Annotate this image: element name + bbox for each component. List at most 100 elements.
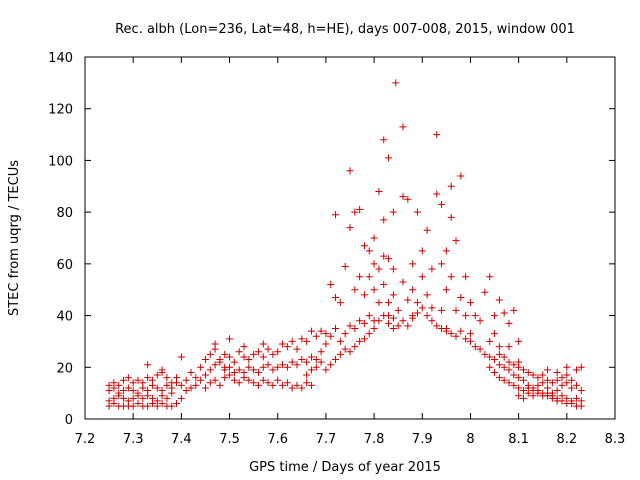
data-point bbox=[394, 306, 402, 314]
data-point bbox=[269, 381, 277, 389]
data-point bbox=[240, 368, 248, 376]
data-point bbox=[399, 123, 407, 131]
data-point bbox=[476, 317, 484, 325]
data-point bbox=[235, 348, 243, 356]
data-point bbox=[250, 366, 258, 374]
data-point bbox=[279, 381, 287, 389]
data-point bbox=[148, 376, 156, 384]
data-point bbox=[216, 356, 224, 364]
data-point bbox=[572, 394, 580, 402]
data-point bbox=[201, 371, 209, 379]
data-point bbox=[110, 379, 118, 387]
data-point bbox=[491, 330, 499, 338]
data-point bbox=[356, 317, 364, 325]
data-point bbox=[245, 363, 253, 371]
data-point bbox=[370, 260, 378, 268]
y-tick-label: 40 bbox=[56, 310, 73, 325]
y-axis: 0 20 40 60 80 100 120 140 bbox=[48, 51, 615, 428]
data-point bbox=[206, 379, 214, 387]
data-point bbox=[495, 361, 503, 369]
data-point bbox=[572, 381, 580, 389]
data-point bbox=[457, 327, 465, 335]
data-point bbox=[360, 291, 368, 299]
data-point bbox=[288, 337, 296, 345]
data-point bbox=[510, 371, 518, 379]
data-point bbox=[524, 368, 532, 376]
data-point bbox=[452, 332, 460, 340]
data-point bbox=[307, 366, 315, 374]
data-point bbox=[438, 200, 446, 208]
data-point bbox=[495, 296, 503, 304]
data-point bbox=[120, 376, 128, 384]
data-point bbox=[322, 366, 330, 374]
data-point bbox=[534, 381, 542, 389]
data-point bbox=[235, 366, 243, 374]
data-point bbox=[279, 340, 287, 348]
data-point bbox=[332, 356, 340, 364]
data-point bbox=[211, 376, 219, 384]
data-point bbox=[298, 384, 306, 392]
data-point bbox=[404, 322, 412, 330]
data-point bbox=[230, 376, 238, 384]
data-point bbox=[226, 353, 234, 361]
data-point bbox=[572, 366, 580, 374]
data-point bbox=[447, 330, 455, 338]
data-point bbox=[577, 397, 585, 405]
data-point bbox=[505, 358, 513, 366]
data-point bbox=[515, 337, 523, 345]
data-point bbox=[404, 296, 412, 304]
x-axis-label: GPS time / Days of year 2015 bbox=[249, 460, 441, 475]
data-point bbox=[221, 374, 229, 382]
data-point bbox=[279, 361, 287, 369]
data-point bbox=[341, 262, 349, 270]
data-point bbox=[264, 361, 272, 369]
data-point bbox=[245, 356, 253, 364]
data-point bbox=[230, 368, 238, 376]
data-point bbox=[433, 190, 441, 198]
data-point bbox=[500, 363, 508, 371]
data-point bbox=[423, 291, 431, 299]
data-point bbox=[312, 363, 320, 371]
data-point bbox=[462, 312, 470, 320]
data-point bbox=[409, 314, 417, 322]
data-point bbox=[168, 379, 176, 387]
data-point bbox=[341, 330, 349, 338]
data-point bbox=[211, 361, 219, 369]
data-point bbox=[438, 306, 446, 314]
data-point bbox=[177, 394, 185, 402]
data-point bbox=[250, 350, 258, 358]
data-point bbox=[240, 353, 248, 361]
y-tick-label: 0 bbox=[65, 413, 73, 428]
data-point bbox=[264, 379, 272, 387]
data-point bbox=[481, 350, 489, 358]
x-tick-label: 7.5 bbox=[219, 432, 240, 447]
data-point bbox=[288, 384, 296, 392]
data-point bbox=[182, 376, 190, 384]
data-point bbox=[211, 340, 219, 348]
data-point bbox=[553, 394, 561, 402]
data-point bbox=[563, 379, 571, 387]
data-point bbox=[269, 366, 277, 374]
data-point bbox=[226, 363, 234, 371]
data-point bbox=[515, 384, 523, 392]
data-point bbox=[500, 376, 508, 384]
data-point bbox=[452, 237, 460, 245]
data-point bbox=[428, 317, 436, 325]
data-point bbox=[457, 293, 465, 301]
data-point bbox=[163, 381, 171, 389]
data-point bbox=[322, 340, 330, 348]
data-point bbox=[332, 325, 340, 332]
data-point bbox=[466, 337, 474, 345]
data-point bbox=[491, 356, 499, 364]
data-point bbox=[115, 389, 123, 397]
data-point bbox=[226, 371, 234, 379]
data-point bbox=[327, 332, 335, 340]
data-point bbox=[385, 319, 393, 327]
data-point bbox=[413, 299, 421, 307]
data-point bbox=[351, 325, 359, 332]
data-point bbox=[182, 387, 190, 395]
data-point bbox=[177, 353, 185, 361]
data-point bbox=[129, 379, 137, 387]
data-point bbox=[221, 366, 229, 374]
